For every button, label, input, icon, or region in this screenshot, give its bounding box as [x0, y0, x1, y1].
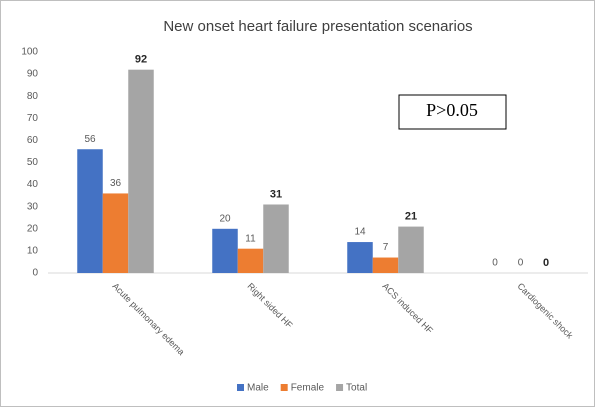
data-label: 36 — [110, 178, 122, 189]
data-label: 21 — [405, 210, 417, 222]
y-tick-label: 30 — [27, 201, 39, 212]
legend-label: Male — [247, 383, 269, 394]
y-tick-label: 40 — [27, 179, 39, 190]
bar — [128, 69, 154, 274]
y-tick-label: 80 — [27, 91, 39, 102]
bar — [212, 228, 238, 273]
bar — [237, 248, 264, 273]
data-label: 0 — [543, 257, 549, 269]
legend-label: Total — [346, 383, 367, 394]
bar — [347, 242, 373, 273]
y-tick-label: 90 — [27, 69, 39, 80]
legend-swatch — [336, 384, 344, 391]
data-label: 0 — [518, 258, 524, 269]
data-label: 7 — [383, 242, 389, 253]
data-label: 92 — [135, 54, 147, 66]
legend-label: Female — [291, 383, 325, 394]
data-label: 31 — [270, 188, 282, 200]
data-label: 20 — [219, 213, 231, 224]
y-tick-label: 100 — [21, 47, 38, 58]
y-tick-label: 20 — [27, 223, 39, 234]
bar — [372, 257, 399, 273]
y-tick-label: 0 — [32, 268, 38, 279]
bar — [77, 149, 103, 273]
data-label: 11 — [245, 233, 256, 244]
y-tick-label: 60 — [27, 135, 39, 146]
bar — [398, 226, 424, 273]
legend-swatch — [280, 384, 288, 391]
y-tick-label: 10 — [27, 246, 39, 257]
bar — [263, 204, 289, 273]
bar — [102, 193, 129, 273]
y-tick-label: 50 — [27, 157, 39, 168]
chart-title: New onset heart failure presentation sce… — [163, 18, 472, 35]
data-label: 0 — [492, 258, 498, 269]
annotation-box — [398, 94, 507, 130]
annotation: P>0.05 — [426, 100, 478, 120]
data-label: 56 — [84, 134, 96, 145]
legend-swatch — [237, 384, 244, 391]
y-tick-label: 70 — [27, 113, 39, 124]
data-label: 14 — [354, 227, 366, 238]
